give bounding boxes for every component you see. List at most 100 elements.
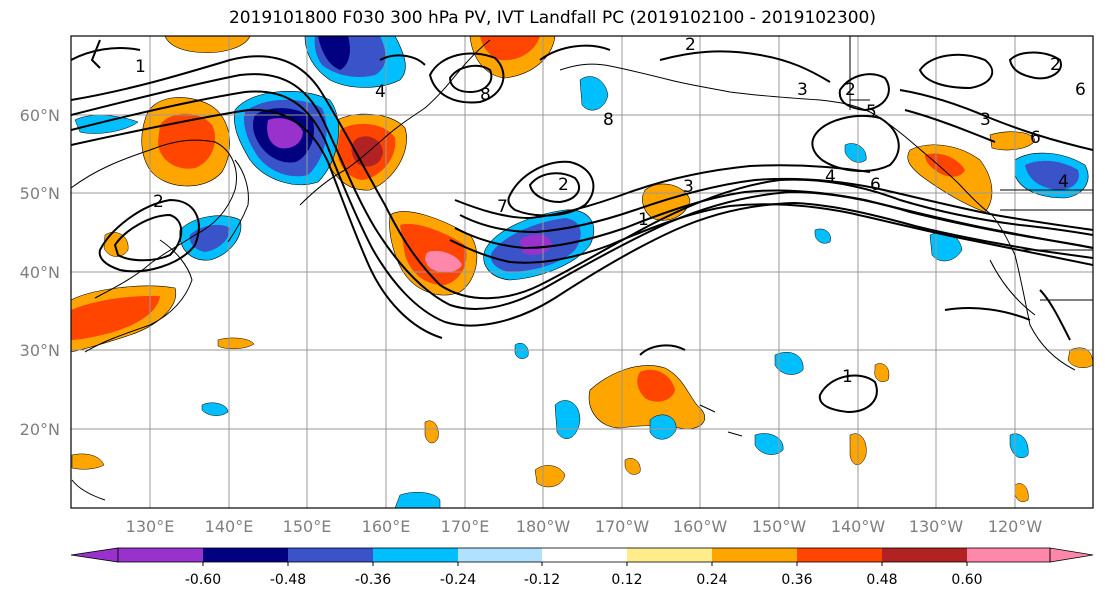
lon-label-170w: 170°W (595, 517, 650, 536)
negative-anomaly-small-5 (754, 433, 784, 455)
colorbar-tick-label: 0.12 (611, 572, 642, 588)
positive-anomaly-small-8 (1014, 483, 1029, 502)
negative-anomaly-small-8 (1009, 433, 1029, 459)
contour-label: 2 (685, 35, 696, 55)
contour-label: 8 (603, 110, 614, 130)
negative-anomaly-small-9 (394, 492, 441, 508)
lon-label-120w: 120°W (988, 517, 1043, 536)
lat-label-50n: 50°N (20, 184, 60, 203)
negative-anomaly-small-7 (579, 76, 609, 111)
colorbar-tick-label: 0.24 (696, 572, 727, 588)
colorbar-tick-label: -0.48 (270, 572, 306, 588)
colorbar-tick-label: 0.36 (781, 572, 812, 588)
colorbar-bin (373, 548, 458, 562)
negative-anomaly-small-3 (649, 414, 677, 440)
contour-label: 2 (1050, 55, 1061, 75)
positive-anomaly-nw-pacific-core (158, 113, 216, 169)
negative-anomaly-ne-pacific-strong (1025, 160, 1079, 190)
positive-anomaly-subtropical-core (637, 369, 675, 402)
positive-anomaly-small-1 (534, 465, 566, 488)
negative-anomaly-west-strong (189, 224, 230, 252)
colorbar-tick-label: 0.48 (866, 572, 897, 588)
positive-anomaly-small-4 (1067, 347, 1093, 368)
positive-anomaly-gulf-alaska (907, 144, 993, 213)
colorbar-tick-label: -0.24 (440, 572, 476, 588)
lon-label-130e: 130°E (126, 517, 175, 536)
contour-lines (71, 39, 1093, 414)
lon-label-140e: 140°E (205, 517, 254, 536)
negative-anomaly-small-13 (844, 143, 867, 163)
contour-label: 1 (638, 210, 649, 230)
colorbar-tick-label: -0.12 (524, 572, 560, 588)
contour-label: 7 (497, 197, 508, 217)
positive-anomaly-small-10 (71, 453, 105, 470)
colorbar-bin (627, 548, 712, 562)
lon-label-180w: 180°W (516, 517, 571, 536)
negative-anomaly-small-11 (514, 342, 529, 359)
latitude-labels: 60°N 50°N 40°N 30°N 20°N (20, 106, 60, 439)
colorbar-frame (117, 547, 1051, 563)
negative-anomaly-small-10 (201, 402, 229, 416)
contour-label: 6 (870, 175, 881, 195)
lon-label-130w: 130°W (909, 517, 964, 536)
colorbar-bin (967, 548, 1050, 562)
map-frame (70, 35, 1094, 509)
lon-label-160w: 160°W (673, 517, 728, 536)
positive-anomaly-ne (989, 131, 1036, 151)
contour-label: 3 (980, 110, 991, 130)
gridlines (71, 36, 1093, 508)
contour-labels: 1 1 1 2 2 2 2 2 3 3 3 4 4 4 5 6 6 6 7 8 … (135, 35, 1086, 387)
colorbar-bin (882, 548, 967, 562)
map-panel: 1 1 1 2 2 2 2 2 3 3 3 4 4 4 5 6 6 6 7 8 … (70, 35, 1094, 509)
lat-label-30n: 30°N (20, 341, 60, 360)
colorbar-ticks (202, 562, 968, 566)
colorbar-bin (797, 548, 882, 562)
contour-label: 8 (480, 85, 491, 105)
positive-anomaly-top-1 (164, 36, 251, 53)
positive-anomaly-central-pacific-max (425, 250, 462, 273)
negative-anomaly-small-12 (814, 228, 831, 244)
colorbar-bin (288, 548, 373, 562)
colorbar-extend-high (1049, 547, 1094, 563)
contour-label: 3 (797, 80, 808, 100)
colorbar: -0.60 -0.48 -0.36 -0.24 -0.12 0.12 0.24 … (70, 547, 1094, 588)
colorbar-extend-low (70, 547, 119, 563)
colorbar-bin (712, 548, 797, 562)
lon-label-170e: 170°E (441, 517, 490, 536)
longitude-labels: 130°E 140°E 150°E 160°E 170°E 180°W 170°… (126, 517, 1043, 536)
contour-label: 4 (375, 82, 386, 102)
contour-label: 3 (683, 177, 694, 197)
contour-label: 6 (1075, 80, 1086, 100)
negative-anomaly-dateline-core (520, 234, 552, 256)
lon-label-160e: 160°E (362, 517, 411, 536)
contour-label: 2 (558, 175, 569, 195)
colorbar-bin (118, 548, 203, 562)
contour-label: 4 (825, 167, 836, 187)
lat-label-20n: 20°N (20, 420, 60, 439)
colorbar-tick-label: -0.60 (185, 572, 221, 588)
positive-anomaly-japan-core (71, 295, 160, 340)
positive-anomaly-small-6 (217, 337, 255, 349)
lat-label-60n: 60°N (20, 106, 60, 125)
lon-label-150e: 150°E (283, 517, 332, 536)
contour-label: 2 (845, 80, 856, 100)
contour-label: 4 (1058, 172, 1069, 192)
contour-label: 1 (135, 57, 146, 77)
positive-anomaly-small-9 (874, 363, 890, 382)
negative-anomaly-small-2 (554, 400, 581, 439)
positive-anomaly-gulf-alaska-core (925, 153, 965, 177)
contour-label: 1 (842, 367, 853, 387)
contour-label: 2 (153, 192, 164, 212)
negative-anomaly-top-core (318, 36, 350, 70)
positive-anomaly-top-2-core (480, 36, 540, 61)
map-title: 2019101800 F030 300 hPa PV, IVT Landfall… (228, 8, 876, 28)
positive-anomaly-small-7 (624, 458, 641, 475)
shaded-anomalies (71, 36, 1093, 508)
lon-label-150w: 150°W (752, 517, 807, 536)
negative-anomaly-small-6 (74, 114, 139, 134)
contour-label: 5 (866, 102, 877, 122)
colorbar-bin (458, 548, 542, 562)
negative-anomaly-okhotsk-max (267, 118, 303, 149)
colorbar-tick-label: 0.60 (951, 572, 982, 588)
